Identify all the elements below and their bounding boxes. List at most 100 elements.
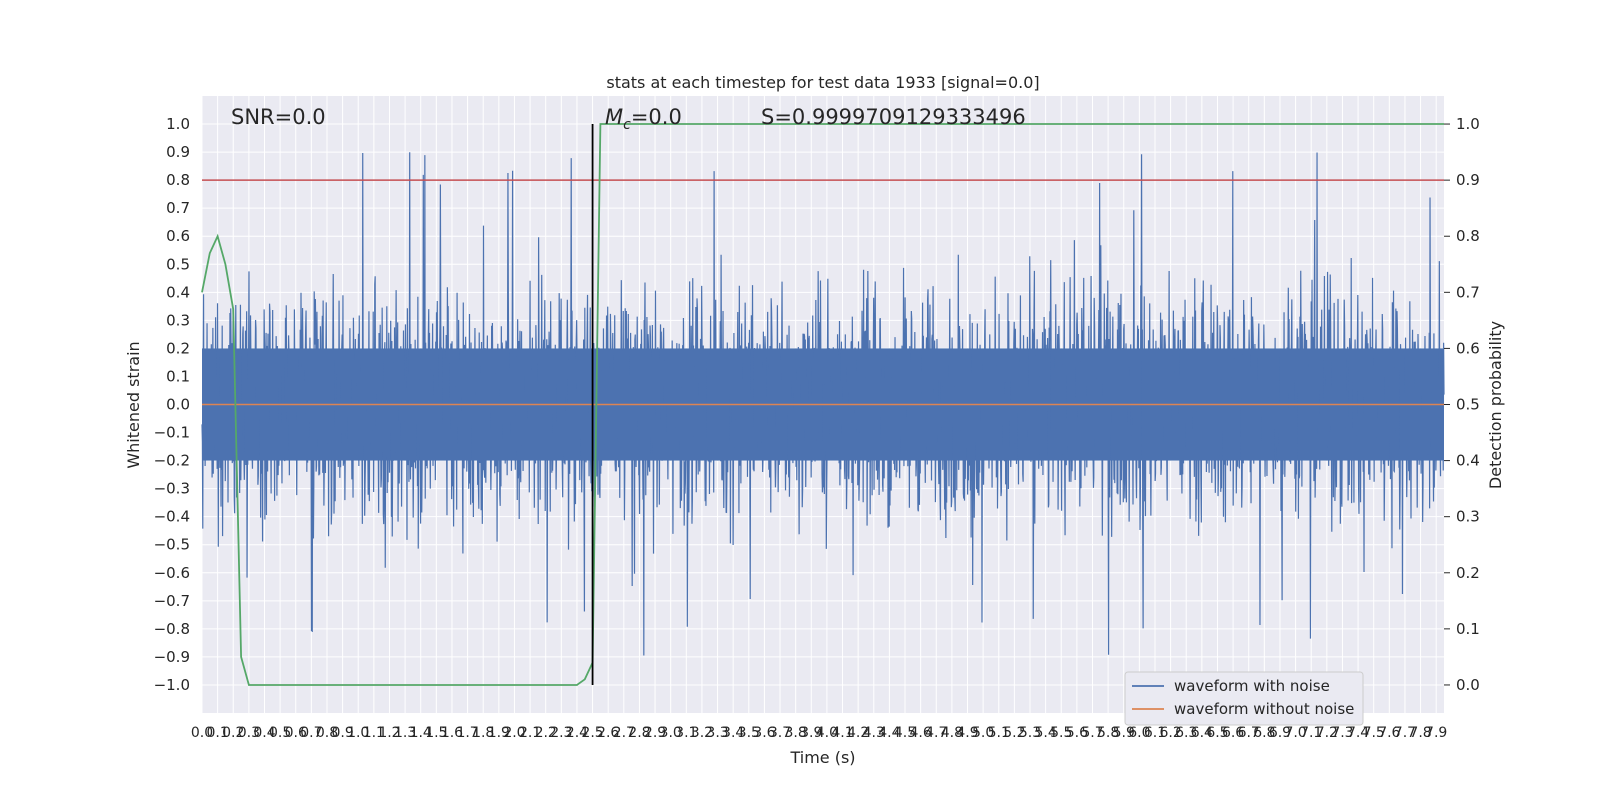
- x-tick-label: 0.4: [253, 725, 275, 741]
- y-tick-label: −1.0: [154, 676, 190, 694]
- x-axis-ticks: 0.00.10.20.30.40.50.60.70.80.91.01.11.21…: [191, 725, 1447, 741]
- x-tick-label: 7.5: [1363, 725, 1385, 741]
- x-tick-label: 3.9: [800, 725, 822, 741]
- x-tick-label: 3.5: [738, 725, 760, 741]
- x-tick-label: 4.8: [941, 725, 963, 741]
- x-tick-label: 2.9: [644, 725, 666, 741]
- x-tick-label: 4.4: [878, 725, 900, 741]
- x-tick-label: 5.2: [1003, 725, 1025, 741]
- x-tick-label: 6.6: [1222, 725, 1244, 741]
- legend-label-waveform-with-noise: waveform with noise: [1174, 677, 1330, 695]
- x-tick-label: 1.5: [425, 725, 447, 741]
- detection-probability-line: [201, 123, 1444, 686]
- y-tick-label: −0.3: [154, 480, 190, 498]
- x-tick-label: 2.8: [628, 725, 650, 741]
- x-tick-label: 5.3: [1019, 725, 1041, 741]
- chart-title: stats at each timestep for test data 193…: [606, 73, 1039, 92]
- y-tick-label: 0.4: [166, 283, 190, 301]
- x-tick-label: 7.4: [1347, 725, 1369, 741]
- x-tick-label: 3.2: [691, 725, 713, 741]
- x-tick-label: 0.2: [222, 725, 244, 741]
- x-tick-label: 0.6: [285, 725, 307, 741]
- x-tick-label: 2.6: [597, 725, 619, 741]
- chirp-mass-value: =0.0: [631, 105, 682, 129]
- x-tick-label: 2.2: [535, 725, 557, 741]
- x-tick-label: 6.8: [1253, 725, 1275, 741]
- y2-tick-label: 0.9: [1456, 171, 1480, 189]
- y2-tick-label: 0.1: [1456, 620, 1480, 638]
- y-tick-label: 0.9: [166, 143, 190, 161]
- x-tick-label: 6.1: [1144, 725, 1166, 741]
- y-tick-label: 0.7: [166, 199, 190, 217]
- x-tick-label: 4.0: [816, 725, 838, 741]
- x-tick-label: 0.3: [238, 725, 260, 741]
- left-y-axis-ticks: 1.0 0.9 0.8 0.7 0.6 0.5 0.4 0.3 0.2 0.1 0.0 −0.1 −0.…: [154, 115, 190, 694]
- x-tick-label: 7.6: [1378, 725, 1400, 741]
- y-tick-label: 0.8: [166, 171, 190, 189]
- x-tick-label: 0.7: [300, 725, 322, 741]
- y-tick-label: −0.9: [154, 648, 190, 666]
- waveform-with-noise-line: [201, 152, 1445, 656]
- y2-tick-label: 0.5: [1456, 396, 1480, 414]
- x-tick-label: 1.7: [456, 725, 478, 741]
- y-tick-label: 0.0: [166, 396, 190, 414]
- x-tick-label: 7.7: [1394, 725, 1416, 741]
- x-tick-label: 6.5: [1206, 725, 1228, 741]
- y2-axis-label: Detection probability: [1486, 321, 1505, 489]
- x-tick-label: 7.1: [1300, 725, 1322, 741]
- y-tick-label: −0.5: [154, 536, 190, 554]
- y-tick-label: −0.4: [154, 508, 190, 526]
- y-tick-label: 1.0: [166, 115, 190, 133]
- x-tick-label: 0.8: [316, 725, 338, 741]
- y2-tick-label: 0.6: [1456, 339, 1480, 357]
- x-tick-label: 1.9: [488, 725, 510, 741]
- x-tick-label: 2.0: [503, 725, 525, 741]
- x-tick-label: 6.0: [1128, 725, 1150, 741]
- x-tick-label: 3.4: [722, 725, 744, 741]
- y-tick-label: 0.2: [166, 339, 190, 357]
- y-tick-label: −0.7: [154, 592, 190, 610]
- x-tick-label: 1.4: [410, 725, 432, 741]
- x-tick-label: 7.0: [1284, 725, 1306, 741]
- x-tick-label: 0.0: [191, 725, 213, 741]
- x-tick-label: 6.2: [1159, 725, 1181, 741]
- x-tick-label: 1.8: [472, 725, 494, 741]
- y-tick-label: 0.6: [166, 227, 190, 245]
- x-tick-label: 4.2: [847, 725, 869, 741]
- y-tick-label: −0.1: [154, 424, 190, 442]
- x-tick-label: 2.5: [581, 725, 603, 741]
- y-tick-label: −0.8: [154, 620, 190, 638]
- detection-probability-series: [201, 123, 1444, 686]
- x-tick-label: 4.1: [831, 725, 853, 741]
- x-tick-label: 4.3: [863, 725, 885, 741]
- x-axis-label: Time (s): [789, 748, 855, 767]
- x-tick-label: 4.9: [956, 725, 978, 741]
- x-tick-label: 5.9: [1113, 725, 1135, 741]
- y2-tick-label: 0.3: [1456, 508, 1480, 526]
- x-tick-label: 0.9: [331, 725, 353, 741]
- y-tick-label: 0.5: [166, 255, 190, 273]
- snr-annotation: SNR=0.0: [231, 105, 326, 129]
- y-tick-label: −0.6: [154, 564, 190, 582]
- y-tick-label: 0.1: [166, 367, 190, 385]
- x-tick-label: 7.3: [1331, 725, 1353, 741]
- x-tick-label: 1.3: [394, 725, 416, 741]
- x-tick-label: 0.1: [206, 725, 228, 741]
- y2-tick-label: 0.8: [1456, 227, 1480, 245]
- x-tick-label: 1.2: [378, 725, 400, 741]
- y-tick-label: 0.3: [166, 311, 190, 329]
- x-tick-label: 2.4: [566, 725, 588, 741]
- s-annotation: S=0.9999709129333496: [761, 105, 1026, 129]
- x-tick-label: 4.5: [894, 725, 916, 741]
- y2-tick-label: 1.0: [1456, 115, 1480, 133]
- y2-tick-label: 0.4: [1456, 452, 1480, 470]
- x-tick-label: 6.7: [1238, 725, 1260, 741]
- chirp-mass-annotation: Mc=0.0: [605, 105, 682, 133]
- x-tick-label: 3.7: [769, 725, 791, 741]
- y2-tick-label: 0.2: [1456, 564, 1480, 582]
- x-tick-label: 6.3: [1175, 725, 1197, 741]
- x-tick-label: 1.1: [363, 725, 385, 741]
- x-tick-label: 7.2: [1316, 725, 1338, 741]
- x-tick-label: 3.1: [675, 725, 697, 741]
- x-tick-label: 5.1: [988, 725, 1010, 741]
